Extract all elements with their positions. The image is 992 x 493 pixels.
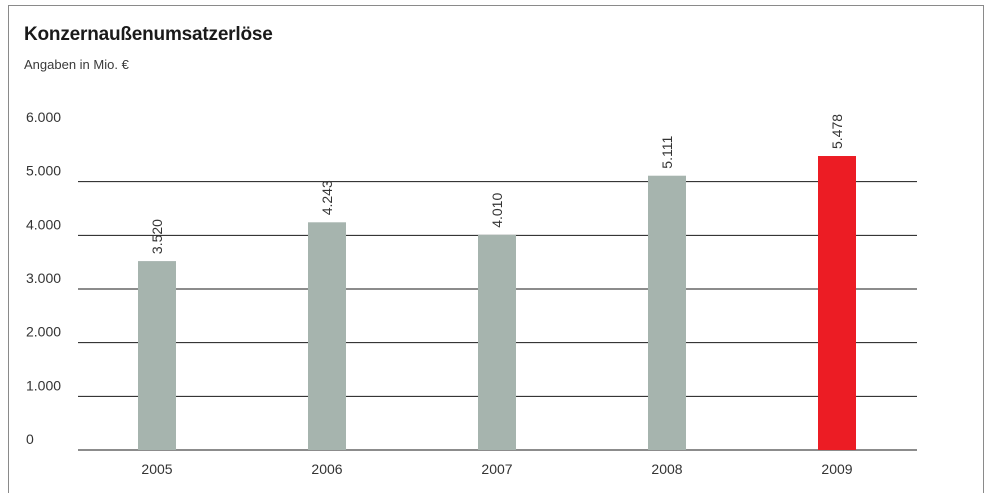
x-axis-categories: 2005 2006 2007 2008 2009 — [141, 461, 852, 477]
data-label-2008: 5.111 — [659, 136, 675, 169]
y-tick-label: 0 — [26, 431, 34, 447]
bar-2005 — [138, 261, 176, 450]
y-tick-label: 3.000 — [26, 270, 61, 286]
x-tick-label-2006: 2006 — [311, 461, 342, 477]
x-tick-label-2005: 2005 — [141, 461, 172, 477]
data-label-2007: 4.010 — [489, 193, 505, 228]
bar-2009 — [818, 156, 856, 450]
x-tick-label-2009: 2009 — [821, 461, 852, 477]
bar-2007 — [478, 234, 516, 450]
x-tick-label-2008: 2008 — [651, 461, 682, 477]
y-tick-label: 5.000 — [26, 163, 61, 179]
chart-title: Konzernaußenumsatzerlöse — [24, 24, 273, 45]
y-axis-ticks: 0 1.000 2.000 3.000 4.000 5.000 6.000 — [26, 109, 61, 447]
bar-2008 — [648, 175, 686, 451]
y-tick-label: 4.000 — [26, 216, 61, 232]
x-tick-label-2007: 2007 — [481, 461, 512, 477]
y-tick-label: 2.000 — [26, 324, 61, 340]
data-label-2009: 5.478 — [829, 114, 845, 149]
y-tick-label: 6.000 — [26, 109, 61, 125]
data-label-2006: 4.243 — [319, 180, 335, 215]
bar-2006 — [308, 222, 346, 450]
y-tick-label: 1.000 — [26, 377, 61, 393]
chart-subtitle: Angaben in Mio. € — [24, 57, 129, 72]
data-labels: 3.520 4.243 4.010 5.111 5.478 — [149, 114, 845, 254]
data-label-2005: 3.520 — [149, 219, 165, 254]
bars — [138, 156, 856, 451]
